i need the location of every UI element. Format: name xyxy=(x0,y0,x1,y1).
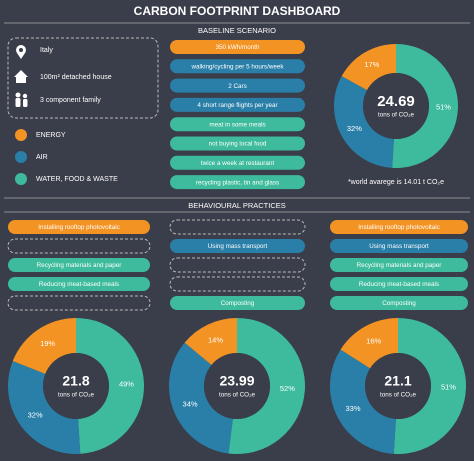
pill-label: Recycling materials and paper xyxy=(37,262,122,269)
pill-label: Reducing meat-based meals xyxy=(359,281,439,288)
unit: tons of CO₂e xyxy=(58,392,95,399)
donut-hole xyxy=(365,353,431,419)
pill-label: Composting xyxy=(382,300,416,307)
donut-segment xyxy=(8,360,81,454)
pill-label: Using mass transport xyxy=(369,243,429,250)
unit: tons of CO₂e xyxy=(380,392,417,399)
pill xyxy=(330,239,468,253)
pill xyxy=(330,277,468,291)
segment-label: 14% xyxy=(208,335,223,344)
pin-hole xyxy=(19,48,23,52)
section-title: BEHAVIOURAL PRACTICES xyxy=(188,201,286,210)
legend-marker xyxy=(15,151,27,163)
profile-box xyxy=(7,37,159,119)
pill xyxy=(170,296,305,310)
house-icon xyxy=(14,70,28,83)
pill xyxy=(170,40,305,54)
title: CARBON FOOTPRINT DASHBOARD xyxy=(134,4,341,18)
empty-slot xyxy=(169,219,306,235)
pill xyxy=(170,136,305,151)
pill-label: 350 kWh/month xyxy=(215,44,260,51)
people-icon xyxy=(15,98,21,107)
pill xyxy=(170,175,305,190)
icons xyxy=(14,45,28,107)
people-icon xyxy=(15,92,21,98)
section-title: BASELINE SCENARIO xyxy=(198,26,276,35)
segment-label: 34% xyxy=(183,400,198,409)
pill xyxy=(170,117,305,132)
donut-segment xyxy=(341,44,396,91)
segment-label: 19% xyxy=(40,339,55,348)
donut-segment xyxy=(329,349,396,454)
pill-label: Using mass transport xyxy=(208,243,268,250)
pill-label: Installing rooftop photovoltaic xyxy=(358,224,440,231)
empty-slot xyxy=(169,276,306,292)
segment-label: 49% xyxy=(119,379,134,388)
pill xyxy=(330,258,468,272)
people-icon xyxy=(23,99,28,107)
pill xyxy=(8,277,150,291)
pill-label: Recycling materials and paper xyxy=(357,262,442,269)
pill xyxy=(170,59,305,74)
donut-segment xyxy=(228,318,306,455)
pill xyxy=(170,97,305,112)
pill-label: Installing rooftop photovoltaic xyxy=(38,224,120,231)
empty-slot xyxy=(169,257,306,273)
total: 21.1 xyxy=(384,373,411,389)
total: 24.69 xyxy=(377,93,415,110)
donut-segment xyxy=(184,318,237,365)
segment-label: 16% xyxy=(366,337,381,346)
pill-label: Composting xyxy=(221,300,255,307)
pill-label: walking/cycling per 5 hours/week xyxy=(190,63,284,70)
donut-segment xyxy=(334,76,394,168)
pill xyxy=(170,239,305,253)
pill xyxy=(170,78,305,93)
pill xyxy=(170,155,305,170)
donut-hole xyxy=(43,353,109,419)
donut-segment xyxy=(392,44,459,169)
unit: tons of CO₂e xyxy=(219,392,256,399)
pill-label: twice a week at restaurant xyxy=(201,160,274,167)
legend-label: WATER, FOOD & WASTE xyxy=(36,176,118,183)
pill-label: Reducing meat-based meals xyxy=(39,281,119,288)
segment-label: 32% xyxy=(347,124,362,133)
total: 23.99 xyxy=(219,373,254,389)
pill-label: meat in some meals xyxy=(209,121,265,128)
donut-hole xyxy=(363,73,429,139)
segment-label: 52% xyxy=(280,384,295,393)
segment-label: 17% xyxy=(364,60,379,69)
segment-label: 33% xyxy=(345,404,360,413)
donut-segment xyxy=(340,318,398,369)
donut-segment xyxy=(169,342,233,454)
pill xyxy=(330,296,468,310)
legend-label: ENERGY xyxy=(36,132,66,139)
people-icon xyxy=(22,93,28,99)
total: 21.8 xyxy=(62,373,89,389)
pill-label: 4 short range flights per year xyxy=(197,102,277,109)
legend-label: AIR xyxy=(36,154,48,161)
segment-label: 51% xyxy=(436,102,451,111)
pill-label: 2 Cars xyxy=(228,83,247,90)
pill-label: not buying local food xyxy=(209,141,267,148)
donut-segment xyxy=(76,318,144,454)
segment-label: 32% xyxy=(28,411,43,420)
pill-label: recycling plastic, tin and glass xyxy=(196,179,279,186)
pill xyxy=(330,220,468,234)
legend-marker xyxy=(15,173,27,185)
pin-icon xyxy=(17,53,25,59)
profile-item: 3 component family xyxy=(40,97,101,104)
unit: tons of CO₂e xyxy=(378,112,415,119)
legend-marker xyxy=(15,129,27,141)
pill xyxy=(8,220,150,234)
pill xyxy=(8,258,150,272)
note: *world avarege is 14.01 t CO₂e xyxy=(348,179,444,186)
segment-label: 51% xyxy=(441,383,456,392)
profile-item: 100m² detached house xyxy=(40,74,112,81)
donut-segment xyxy=(12,318,76,374)
profile-item: Italy xyxy=(40,47,53,54)
donut-hole xyxy=(204,353,270,419)
donut-segment xyxy=(393,318,467,455)
